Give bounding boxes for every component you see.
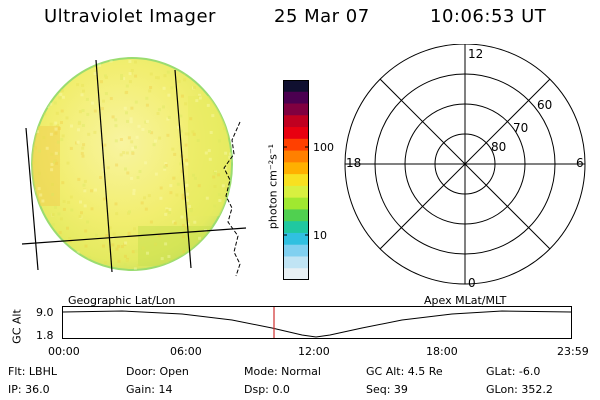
colorbar-segment	[283, 232, 309, 246]
meridian-3	[25, 127, 39, 271]
colorbar-segment	[283, 91, 309, 105]
timeline-y-tick-1-8: 1.8	[36, 329, 54, 342]
time-tick-0000: 00:00	[48, 345, 80, 358]
info-dsp: Dsp: 0.0	[244, 383, 290, 396]
apex-label: Apex MLat/MLT	[424, 294, 507, 307]
geographic-label: Geographic Lat/Lon	[68, 294, 176, 307]
colorbar-segment	[283, 162, 309, 175]
colorbar-tick-100: 100	[313, 141, 334, 154]
observation-time: 10:06:53 UT	[430, 6, 547, 27]
polar-diagonal-2	[379, 78, 551, 250]
time-tick-1200: 12:00	[298, 345, 330, 358]
coastline	[223, 121, 241, 277]
timeline-y-tick-9: 9.0	[36, 306, 54, 319]
info-filter: Flt: LBHL	[8, 365, 57, 378]
colorbar-tick-10: 10	[313, 229, 327, 242]
colorbar-segment	[283, 256, 309, 269]
polar-grid-panel	[344, 44, 586, 285]
colorbar-segment	[283, 185, 309, 199]
colorbar-segment	[283, 268, 309, 280]
time-tick-2359: 23:59	[557, 345, 589, 358]
colorbar-scale	[283, 80, 309, 280]
info-gc-alt: GC Alt: 4.5 Re	[366, 365, 443, 378]
info-glon: GLon: 352.2	[486, 383, 553, 396]
colorbar-segment	[283, 127, 309, 140]
latitude-line	[21, 227, 247, 245]
info-door: Door: Open	[126, 365, 189, 378]
polar-label-6: 6	[576, 156, 584, 170]
info-glat: GLat: -6.0	[486, 365, 541, 378]
info-mode: Mode: Normal	[244, 365, 321, 378]
colorbar-segment	[283, 244, 309, 258]
colorbar-segment	[283, 115, 309, 128]
info-seq: Seq: 39	[366, 383, 408, 396]
earth-image-panel	[21, 57, 247, 277]
polar-label-12: 12	[468, 47, 484, 61]
altitude-timeline-plot	[62, 306, 572, 339]
polar-label-60: 60	[537, 98, 553, 112]
meridian-lines	[21, 59, 247, 273]
timeline-y-axis-label: GC Alt	[10, 309, 24, 344]
colorbar-segment	[283, 174, 309, 187]
meridian-1	[95, 59, 113, 273]
colorbar-segment	[283, 80, 309, 93]
polar-label-70: 70	[513, 121, 529, 135]
polar-label-18: 18	[346, 156, 362, 170]
colorbar-segment	[283, 221, 309, 234]
colorbar-segment	[283, 150, 309, 163]
time-tick-0600: 06:00	[170, 345, 202, 358]
observation-date: 25 Mar 07	[274, 6, 370, 27]
colorbar-units-label: photon cm⁻²s⁻¹	[266, 143, 280, 230]
colorbar-segment	[283, 197, 309, 211]
meridian-2	[174, 69, 192, 269]
time-tick-1800: 18:00	[426, 345, 458, 358]
colorbar-segment	[283, 209, 309, 222]
instrument-title: Ultraviolet Imager	[44, 6, 216, 27]
altitude-curve	[62, 310, 572, 338]
colorbar-segment	[283, 103, 309, 116]
polar-label-0: 0	[468, 276, 476, 290]
info-gain: Gain: 14	[126, 383, 173, 396]
polar-label-80: 80	[491, 140, 507, 154]
info-ip: IP: 36.0	[8, 383, 50, 396]
colorbar-segment	[283, 138, 309, 152]
